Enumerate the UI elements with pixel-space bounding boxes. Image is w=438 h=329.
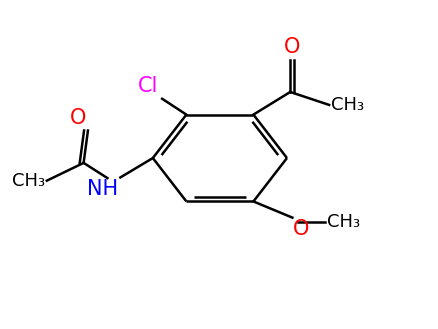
Text: NH: NH — [87, 179, 118, 199]
Text: O: O — [70, 108, 86, 128]
Text: CH₃: CH₃ — [326, 213, 359, 231]
Text: CH₃: CH₃ — [11, 172, 45, 190]
Text: O: O — [283, 37, 300, 57]
Text: O: O — [293, 219, 309, 239]
Text: CH₃: CH₃ — [331, 96, 364, 114]
Text: Cl: Cl — [137, 76, 157, 95]
